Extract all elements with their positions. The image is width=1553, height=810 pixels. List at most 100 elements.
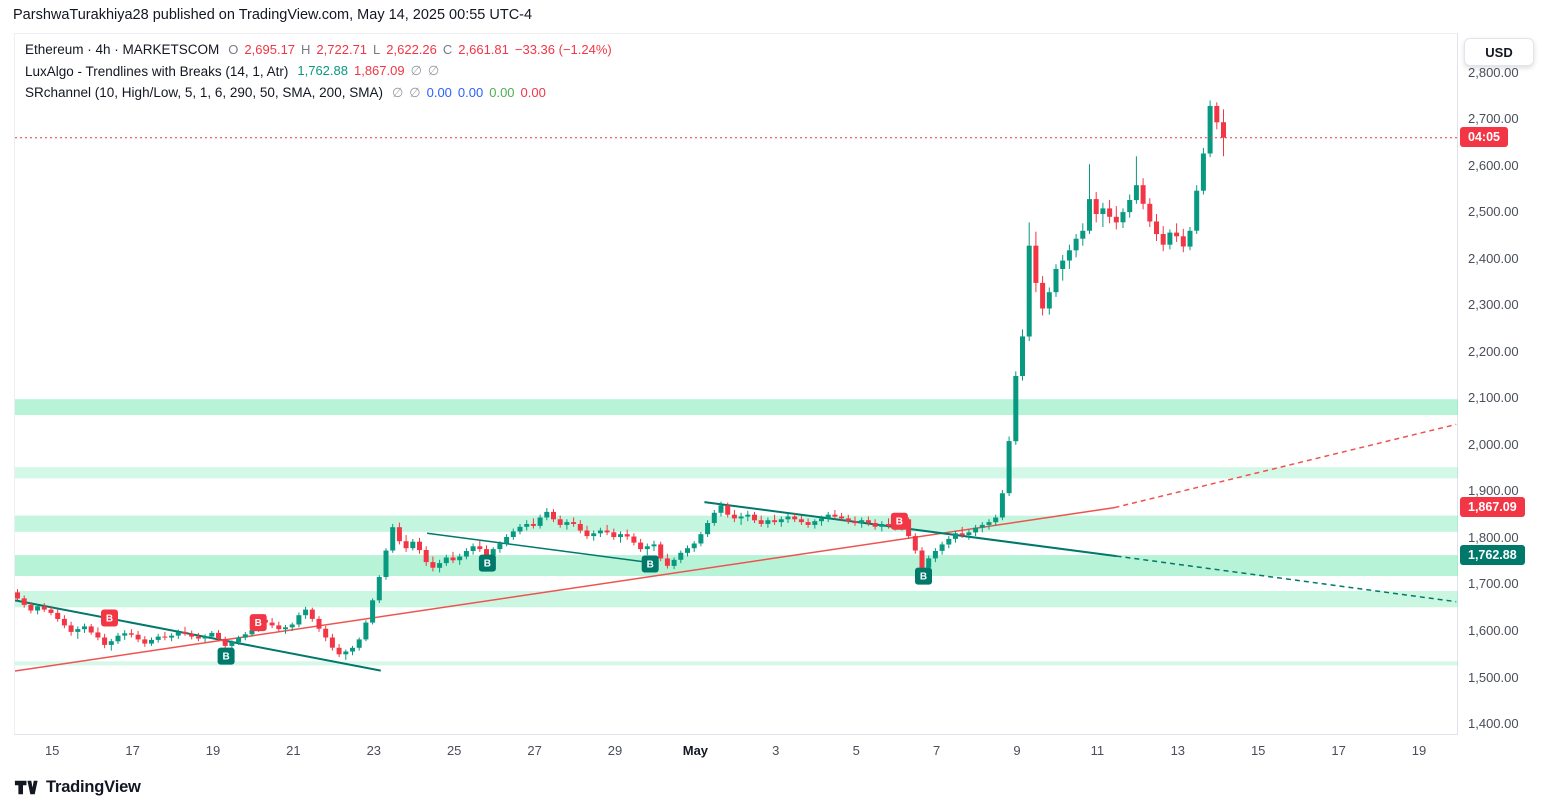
srchannel-indicator-title: SRchannel (10, High/Low, 5, 1, 6, 290, 5…	[25, 85, 383, 101]
trendline	[427, 532, 655, 564]
break-marker-label: B	[255, 618, 262, 629]
candle-down	[571, 522, 577, 524]
candle-up	[169, 635, 175, 638]
price-axis-label: 2,000.00	[1468, 436, 1519, 452]
candle-down	[725, 505, 731, 515]
candle-down	[1033, 245, 1039, 283]
candle-up	[303, 609, 309, 616]
luxalgo-indicator-title: LuxAlgo - Trendlines with Breaks (14, 1,…	[25, 63, 289, 79]
sr-band	[15, 515, 1459, 532]
chart-legend: Ethereum · 4h · MARKETSCOM O 2,695.17 H 2,7…	[25, 39, 612, 104]
tradingview-logo-icon	[14, 780, 38, 794]
candle-down	[403, 541, 409, 549]
tradingview-brand-link[interactable]: TradingView	[13, 772, 141, 802]
candle-down	[216, 632, 221, 639]
candle-up	[718, 505, 724, 513]
candle-down	[557, 519, 563, 525]
time-axis-label: May	[682, 743, 709, 758]
candle-up	[671, 559, 677, 566]
candle-up	[82, 626, 87, 630]
candle-up	[524, 524, 530, 527]
candle-down	[1107, 208, 1113, 217]
legend-row-luxalgo[interactable]: LuxAlgo - Trendlines with Breaks (14, 1,…	[25, 61, 612, 83]
legend-value: ∅	[409, 84, 421, 100]
candle-up	[108, 641, 114, 645]
price-axis-label: 2,100.00	[1468, 390, 1519, 406]
candle-up	[296, 615, 302, 625]
candle-up	[249, 630, 255, 635]
legend-value: 0.00	[457, 84, 484, 100]
symbol-ohlc-values: O 2,695.17 H 2,722.71 L 2,622.26 C 2,661.81 −33.…	[228, 42, 611, 57]
legend-row-symbol[interactable]: Ethereum · 4h · MARKETSCOM O 2,695.17 H 2,7…	[25, 39, 612, 61]
candle-down	[182, 631, 188, 634]
candle-down	[430, 562, 436, 568]
break-marker-label: B	[484, 559, 491, 570]
candle-up	[1127, 200, 1133, 213]
candle-up	[35, 606, 41, 611]
candle-down	[959, 533, 965, 536]
candle-down	[1154, 221, 1159, 235]
time-axis-label: 7	[932, 743, 941, 758]
candle-up	[115, 635, 121, 642]
candle-down	[805, 522, 811, 525]
candle-up	[691, 543, 697, 549]
candle-up	[75, 629, 81, 632]
candle-down	[551, 511, 556, 520]
candle-up	[644, 546, 650, 550]
legend-value: ∅	[410, 63, 422, 79]
candle-down	[269, 622, 275, 626]
candlestick-chart-svg: B B B B B B B	[15, 100, 1459, 672]
candle-down	[336, 647, 342, 655]
candle-up	[504, 537, 510, 544]
candle-down	[323, 628, 329, 638]
candle-down	[1174, 232, 1180, 237]
candle-down	[48, 609, 54, 613]
candle-up	[463, 551, 469, 557]
candle-down	[95, 632, 101, 638]
candle-up	[778, 519, 784, 523]
legend-row-srchannel[interactable]: SRchannel (10, High/Low, 5, 1, 6, 290, 5…	[25, 82, 612, 104]
candle-down	[758, 520, 764, 524]
candle-up	[1200, 153, 1206, 191]
time-axis-label: 17	[1331, 743, 1346, 758]
time-axis-label: 25	[446, 743, 462, 758]
candle-up	[745, 514, 751, 517]
price-axis-label: 2,200.00	[1468, 343, 1519, 359]
candle-up	[939, 544, 945, 551]
candle-up	[1053, 268, 1059, 293]
candle-down	[1160, 234, 1166, 245]
candle-down	[329, 637, 335, 648]
price-axis-label: 1,900.00	[1468, 483, 1519, 499]
trendline-projection	[1116, 555, 1457, 603]
candle-up	[1194, 190, 1200, 231]
break-marker	[249, 614, 267, 632]
currency-usd-button[interactable]: USD	[1464, 38, 1534, 66]
candle-up	[122, 633, 128, 636]
publish-byline: ParshwaTurakhiya28 published on TradingV…	[0, 0, 1553, 32]
candle-down	[912, 536, 918, 551]
time-axis[interactable]: 15 17 19 21 23 25 27 29 May 3 5 7 9 11 13 15 17 19	[14, 736, 1458, 762]
candle-up	[209, 632, 215, 637]
trendline	[15, 506, 1115, 672]
legend-value: O	[228, 42, 239, 58]
candle-up	[785, 516, 791, 520]
legend-value: 2,661.81	[458, 42, 509, 58]
chart-plot-area[interactable]: B B B B B B B Ethereum · 4h · MARKETSCOM O 2,69…	[14, 33, 1459, 735]
candle-down	[1040, 282, 1046, 309]
srchannel-indicator-values: ∅ ∅ 0.00 0.00 0.00 0.00	[392, 85, 546, 101]
price-axis[interactable]: 2,800.00 2,700.00 2,600.00 2,500.00 2,400.00…	[1458, 33, 1553, 735]
sr-band	[15, 467, 1459, 479]
legend-value: L	[373, 42, 381, 58]
candle-up	[651, 544, 657, 547]
candle-up	[738, 516, 744, 519]
candle-down	[128, 633, 134, 635]
time-axis-label: 21	[286, 743, 301, 758]
candle-up	[1207, 106, 1213, 154]
candle-down	[41, 606, 47, 610]
candle-down	[752, 514, 757, 521]
candle-up	[155, 636, 161, 640]
candle-up	[437, 563, 443, 568]
price-axis-label: 2,700.00	[1468, 111, 1519, 126]
price-axis-badge: 1,867.09	[1460, 496, 1525, 517]
candle-up	[497, 543, 503, 550]
